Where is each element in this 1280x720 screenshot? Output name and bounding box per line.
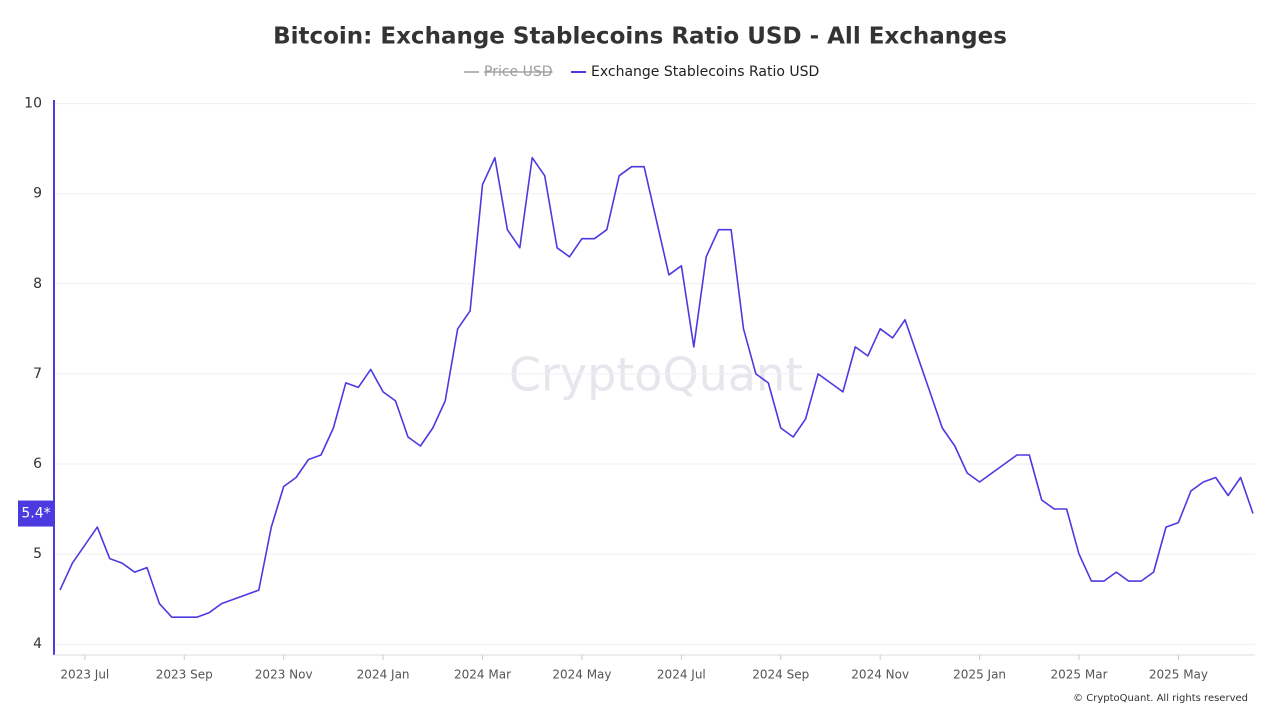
y-tick-label: 6	[33, 456, 42, 472]
x-tick-label: 2024 Jan	[357, 668, 410, 682]
x-tick-label: 2024 May	[552, 668, 611, 682]
x-tick-label: 2025 May	[1149, 668, 1208, 682]
x-tick-label: 2024 Nov	[851, 668, 909, 682]
y-tick-label: 8	[33, 276, 42, 292]
y-tick-label: 10	[24, 96, 42, 112]
x-tick-label: 2025 Jan	[953, 668, 1006, 682]
chart-title: Bitcoin: Exchange Stablecoins Ratio USD …	[273, 24, 1007, 50]
y-tick-label: 9	[33, 186, 42, 202]
x-tick-label: 2023 Sep	[156, 668, 213, 682]
watermark: CryptoQuant	[509, 348, 803, 402]
y-tick-label: 7	[33, 366, 42, 382]
x-tick-label: 2023 Jul	[60, 668, 109, 682]
x-tick-label: 2024 Jul	[657, 668, 706, 682]
legend-label[interactable]: Exchange Stablecoins Ratio USD	[591, 64, 819, 80]
x-tick-label: 2025 Mar	[1051, 668, 1108, 682]
last-value-badge	[18, 500, 54, 527]
footer: © CryptoQuant. All rights reserved	[1073, 693, 1248, 704]
last-value-label: 5.4*	[21, 506, 50, 522]
x-tick-label: 2023 Nov	[255, 668, 313, 682]
y-tick-label: 4	[33, 636, 42, 652]
x-tick-label: 2024 Mar	[454, 668, 511, 682]
legend-label[interactable]: Price USD	[484, 64, 553, 80]
data-line	[59, 156, 1254, 618]
y-tick-label: 5	[33, 546, 42, 562]
x-tick-label: 2024 Sep	[752, 668, 809, 682]
